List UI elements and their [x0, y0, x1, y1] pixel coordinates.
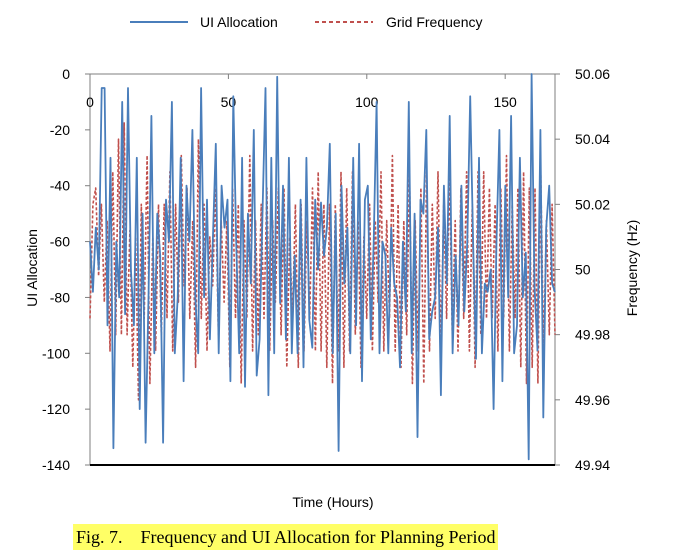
y-left-tick-label: -100: [42, 345, 70, 361]
x-axis-title: Time (Hours): [292, 494, 373, 510]
y-right-tick-label: 50.02: [575, 196, 610, 212]
legend-label-grid-frequency: Grid Frequency: [386, 14, 482, 30]
series-lines: [89, 73, 556, 461]
legend-label-ui-allocation: UI Allocation: [200, 14, 278, 30]
y-left-tick-label: -40: [50, 178, 70, 194]
legend: UI Allocation Grid Frequency: [130, 14, 482, 30]
x-tick-label: 150: [493, 94, 517, 110]
y-right-tick-label: 49.94: [575, 457, 610, 473]
y-left-tick-label: -80: [50, 289, 70, 305]
x-tick-label: 0: [86, 94, 94, 110]
y-right-tick-label: 49.96: [575, 392, 610, 408]
y-left-tick-label: -120: [42, 401, 70, 417]
y-left-tick-label: -20: [50, 122, 70, 138]
y-right-tick-label: 49.98: [575, 327, 610, 343]
y-axis-title-left: UI Allocation: [24, 229, 40, 307]
x-tick-label: 100: [355, 94, 379, 110]
y-right-tick-label: 50.06: [575, 66, 610, 82]
axis-ticks: 0 -20 -40 -60 -80 -100 -120 -140 50.06 50.04 50.02…: [42, 66, 610, 473]
y-axis-title-right: Frequency (Hz): [624, 220, 640, 316]
y-left-tick-label: -60: [50, 234, 70, 250]
series-line-ui-allocation: [89, 73, 556, 461]
chart: UI Allocation Grid Frequency 0 -20 -40 -60 -…: [24, 14, 640, 510]
y-left-tick-label: 0: [62, 66, 70, 82]
figure-caption: Fig. 7. Frequency and UI Allocation for …: [73, 524, 499, 550]
y-right-tick-label: 50.04: [575, 131, 610, 147]
y-right-tick-label: 50: [575, 262, 591, 278]
series-line-grid-frequency: [89, 122, 556, 401]
y-left-tick-label: -140: [42, 457, 70, 473]
